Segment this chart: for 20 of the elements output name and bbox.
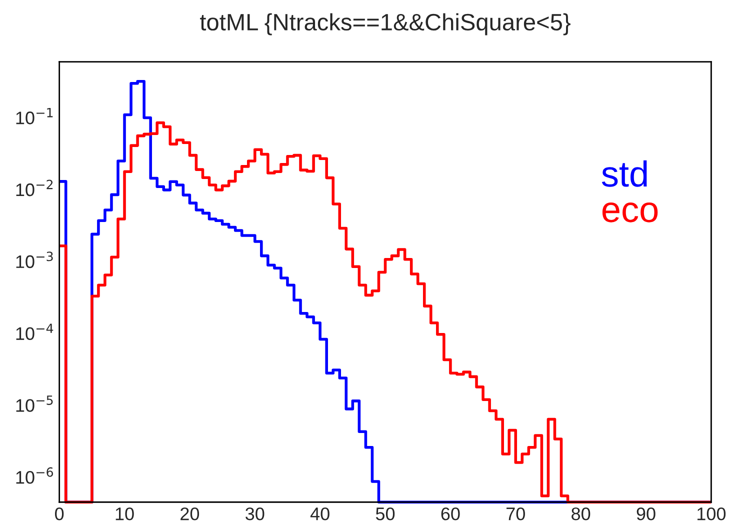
y-tick-label: 10$^{−4}$ <box>16 324 54 340</box>
x-tick-label: 90 <box>636 507 656 520</box>
x-tick-label: 70 <box>506 507 525 520</box>
x-tick-label: 100 <box>698 507 726 520</box>
text: eco <box>602 202 658 222</box>
x-tick-label: 10 <box>116 507 134 520</box>
y-tick-label: 10$^{−3}$ <box>16 252 53 268</box>
x-tick-label: 30 <box>246 507 264 520</box>
y-tick-label: 10$^{−1}$ <box>16 108 53 124</box>
y-tick-label: 10$^{−6}$ <box>16 467 54 484</box>
text: std <box>602 160 647 187</box>
x-tick-label: 60 <box>441 507 460 520</box>
chart-title: totML {Ntracks==1&&ChiSquare<5} <box>200 13 570 36</box>
x-tick-label: 0 <box>55 507 64 520</box>
y-tick-label: 10$^{−5}$ <box>16 396 53 412</box>
x-tick-label: 80 <box>572 507 590 520</box>
x-tick-label: 50 <box>376 507 395 520</box>
x-tick-label: 40 <box>310 507 330 520</box>
y-tick-label: 10$^{−2}$ <box>16 180 53 196</box>
x-tick-label: 20 <box>180 507 200 520</box>
